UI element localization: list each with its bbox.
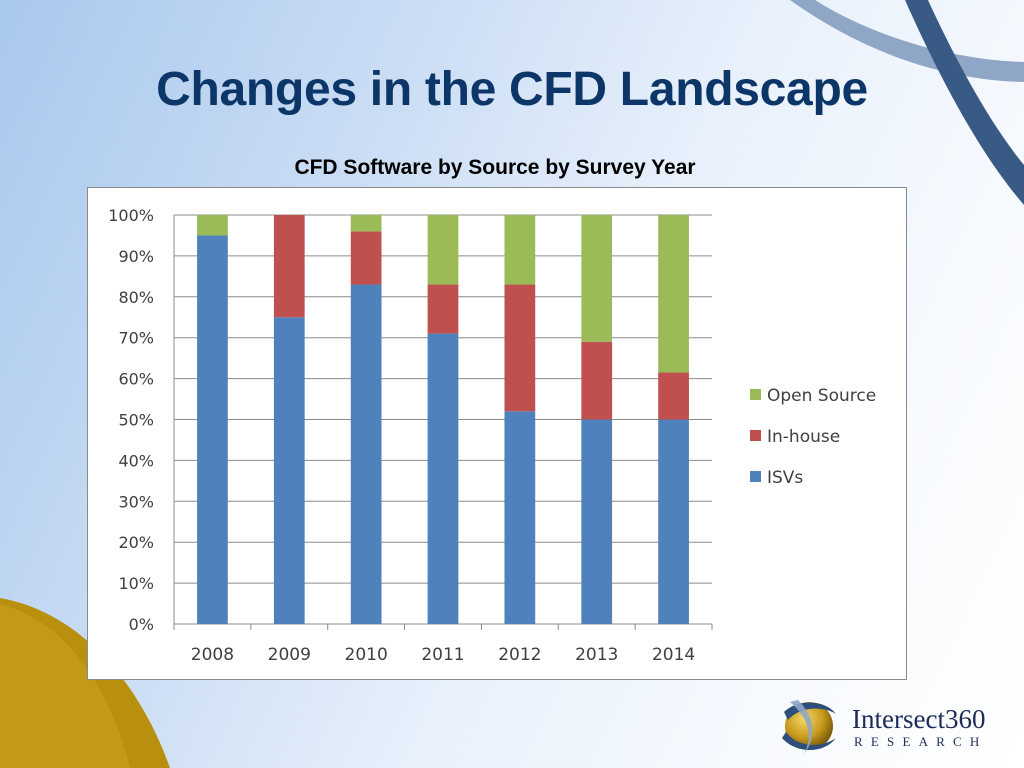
x-tick-label: 2010 <box>345 645 388 665</box>
bar-in-house-2011 <box>427 284 459 334</box>
company-logo: Intersect360 RESEARCH <box>778 694 1008 760</box>
y-tick-label: 60% <box>118 370 154 389</box>
bar-open-source-2014 <box>658 215 689 373</box>
x-tick-label: 2008 <box>191 645 234 665</box>
bar-isvs-2008 <box>197 235 228 624</box>
legend-label: Open Source <box>767 386 876 406</box>
bar-in-house-2014 <box>658 372 689 420</box>
bar-in-house-2009 <box>273 215 305 318</box>
y-tick-label: 40% <box>118 451 154 470</box>
bar-isvs-2010 <box>350 284 382 624</box>
bar-isvs-2011 <box>427 333 459 624</box>
bar-open-source-2008 <box>197 215 228 236</box>
y-tick-label: 80% <box>118 288 154 307</box>
chart-area: 0% 10% 20% 30% 40% 50% 60% 70% 80% 90% 100% 2008 200… <box>87 187 907 680</box>
x-tick-label: 2013 <box>575 645 618 665</box>
y-tick-label: 10% <box>118 574 154 593</box>
bar-open-source-2010 <box>350 215 382 232</box>
bar-open-source-2013 <box>581 215 613 342</box>
x-tick-label: 2009 <box>268 645 311 665</box>
x-tick-label: 2011 <box>421 645 464 665</box>
legend-label: ISVs <box>767 468 803 488</box>
y-tick-label: 50% <box>118 411 154 430</box>
chart-title: CFD Software by Source by Survey Year <box>294 156 696 179</box>
y-tick-label: 30% <box>118 492 154 511</box>
y-tick-label: 0% <box>129 615 154 634</box>
bar-in-house-2012 <box>504 284 536 412</box>
x-tick-label: 2014 <box>652 645 695 665</box>
bar-open-source-2012 <box>504 215 536 285</box>
bar-isvs-2013 <box>581 419 613 624</box>
bar-isvs-2009 <box>273 317 305 624</box>
bar-open-source-2011 <box>427 215 459 285</box>
bar-isvs-2012 <box>504 411 536 624</box>
slide-title: Changes in the CFD Landscape <box>156 63 868 116</box>
y-tick-label: 70% <box>118 329 154 348</box>
bar-in-house-2013 <box>581 341 613 420</box>
logo-subtitle: RESEARCH <box>854 734 988 749</box>
bar-isvs-2014 <box>658 419 689 624</box>
y-tick-label: 90% <box>118 247 154 266</box>
legend-label: In-house <box>767 427 840 447</box>
legend-swatch <box>750 430 761 441</box>
globe-swirl-icon <box>782 700 836 754</box>
logo-name: Intersect360 <box>852 704 986 734</box>
legend-swatch <box>750 389 761 400</box>
stacked-bar-chart: 0% 10% 20% 30% 40% 50% 60% 70% 80% 90% 100% 2008 200… <box>108 206 876 665</box>
y-tick-label: 20% <box>118 533 154 552</box>
y-tick-label: 100% <box>108 206 154 225</box>
legend-swatch <box>750 471 761 482</box>
x-tick-label: 2012 <box>498 645 541 665</box>
bar-in-house-2010 <box>350 231 382 285</box>
